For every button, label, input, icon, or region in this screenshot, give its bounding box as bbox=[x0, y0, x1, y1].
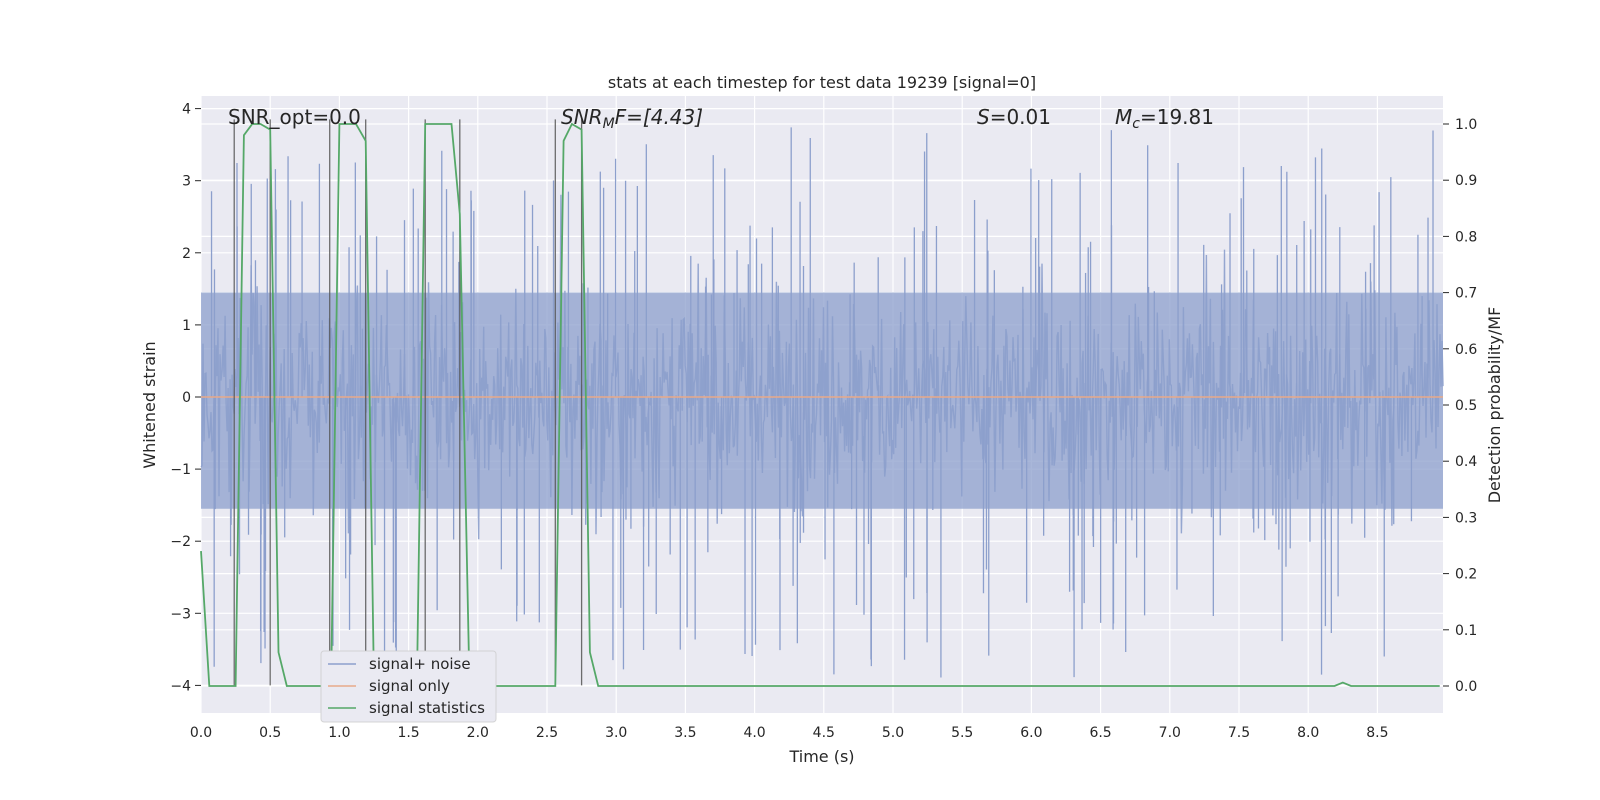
x-tick-label: 5.5 bbox=[951, 725, 973, 741]
mc-italic: M bbox=[1115, 105, 1132, 129]
s-italic: S bbox=[977, 105, 990, 129]
y-right-tick-label: 0.0 bbox=[1455, 679, 1477, 695]
x-tick-label: 8.0 bbox=[1297, 725, 1319, 741]
x-tick-label: 7.5 bbox=[1228, 725, 1250, 741]
y-right-tick-label: 0.9 bbox=[1455, 173, 1477, 189]
y-tick-label: 2 bbox=[182, 246, 191, 262]
y-right-tick-label: 0.8 bbox=[1455, 229, 1477, 245]
s-annotation: S=0.01 bbox=[977, 105, 1051, 129]
signal-noise-series bbox=[200, 127, 1444, 678]
y-right-tick-label: 0.5 bbox=[1455, 398, 1477, 414]
y-right-axis-ticks: 0.0 0.1 0.2 0.3 0.4 0.5 0.6 0.7 0.8 0.9 1.0 bbox=[1443, 117, 1477, 695]
snr-opt-annotation: SNR_opt=0.0 bbox=[228, 105, 361, 129]
x-tick-label: 1.5 bbox=[397, 725, 419, 741]
signal-statistics-line bbox=[200, 122, 1440, 687]
x-axis-ticks: 0.0 0.5 1.0 1.5 2.0 2.5 3.0 3.5 4.0 4.5 5.0 5.5 6.0 6… bbox=[190, 725, 1389, 741]
x-tick-label: 3.0 bbox=[605, 725, 627, 741]
snr-mf-annotation: SNRMF=[4.43] bbox=[561, 105, 703, 132]
y-axis-label: Whitened strain bbox=[140, 341, 159, 468]
x-tick-label: 3.5 bbox=[674, 725, 696, 741]
y-right-axis-label: Detection probability/MF bbox=[1485, 307, 1504, 504]
y-tick-label: 3 bbox=[182, 174, 191, 190]
y-right-tick-label: 0.2 bbox=[1455, 567, 1477, 583]
x-tick-label: 4.0 bbox=[743, 725, 765, 741]
snr-mf-sub: M bbox=[603, 116, 615, 132]
y-tick-label: −4 bbox=[170, 678, 191, 694]
mc-annotation: Mc=19.81 bbox=[1115, 105, 1214, 132]
x-tick-label: 0.0 bbox=[190, 725, 212, 741]
mc-sub: c bbox=[1132, 116, 1140, 132]
x-axis-label: Time (s) bbox=[788, 747, 854, 766]
y-right-tick-label: 0.6 bbox=[1455, 342, 1477, 358]
x-tick-label: 6.5 bbox=[1089, 725, 1111, 741]
y-tick-label: 0 bbox=[182, 390, 191, 406]
y-right-tick-label: 1.0 bbox=[1455, 117, 1477, 133]
x-tick-label: 5.0 bbox=[882, 725, 904, 741]
y-tick-label: −2 bbox=[170, 534, 191, 550]
y-right-tick-label: 0.1 bbox=[1455, 623, 1477, 639]
legend-label-signal-noise: signal+ noise bbox=[369, 655, 471, 673]
signal-statistics-series bbox=[200, 122, 1440, 687]
x-tick-label: 2.0 bbox=[467, 725, 489, 741]
s-rest: =0.01 bbox=[990, 105, 1051, 129]
y-tick-label: 1 bbox=[182, 318, 191, 334]
legend-label-signal-statistics: signal statistics bbox=[369, 699, 485, 717]
x-tick-label: 7.0 bbox=[1159, 725, 1181, 741]
y-tick-label: 4 bbox=[182, 102, 191, 118]
legend-label-signal-only: signal only bbox=[369, 677, 450, 695]
chart-title: stats at each timestep for test data 192… bbox=[608, 73, 1036, 92]
x-tick-label: 2.5 bbox=[536, 725, 558, 741]
snr-mf-rest: F=[4.43] bbox=[615, 105, 703, 129]
y-tick-label: −1 bbox=[170, 462, 191, 478]
y-axis-ticks: −4 −3 −2 −1 0 1 2 3 4 bbox=[170, 102, 201, 694]
x-tick-label: 4.5 bbox=[813, 725, 835, 741]
x-tick-label: 0.5 bbox=[259, 725, 281, 741]
snr-mf-main: SNR bbox=[561, 105, 603, 129]
y-right-tick-label: 0.7 bbox=[1455, 286, 1477, 302]
signal-noise-core bbox=[201, 292, 1443, 509]
y-right-tick-label: 0.3 bbox=[1455, 510, 1477, 526]
legend: signal+ noise signal only signal statist… bbox=[320, 650, 497, 723]
y-right-tick-label: 0.4 bbox=[1455, 454, 1477, 470]
x-tick-label: 6.0 bbox=[1020, 725, 1042, 741]
legend-box bbox=[320, 650, 497, 723]
x-tick-label: 8.5 bbox=[1366, 725, 1388, 741]
y-tick-label: −3 bbox=[170, 606, 191, 622]
x-tick-label: 1.0 bbox=[328, 725, 350, 741]
mc-rest: =19.81 bbox=[1140, 105, 1214, 129]
